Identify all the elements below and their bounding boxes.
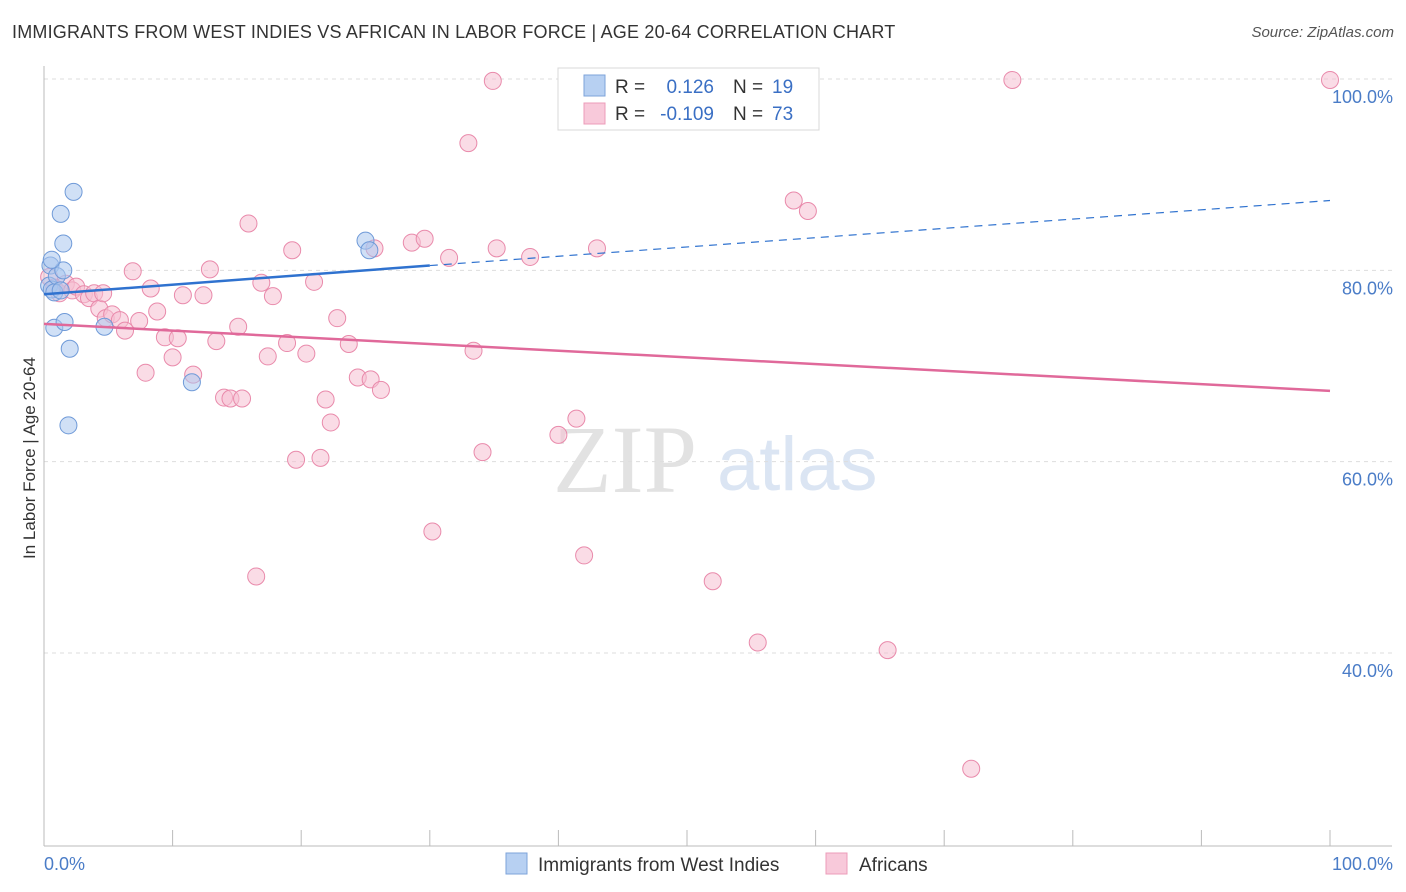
trend-lines — [43, 199, 1331, 393]
point-africans-64 — [748, 633, 767, 652]
watermark-atlas: atlas — [717, 422, 878, 507]
legend-r-value-west-indies: 0.126 — [666, 77, 714, 98]
point-africans-30 — [233, 389, 252, 408]
point-west-indies-5 — [51, 281, 70, 300]
point-west-indies-13 — [54, 234, 73, 253]
point-africans-34 — [258, 347, 277, 366]
point-west-indies-8 — [55, 312, 74, 331]
point-west-indies-10 — [59, 416, 78, 435]
point-africans-22 — [173, 286, 192, 305]
trend-line-africans — [43, 322, 1331, 393]
trend-line-west-indies-extension — [429, 199, 1331, 267]
bottom-legend-swatch-west-indies — [505, 852, 528, 875]
point-africans-58 — [521, 247, 540, 266]
point-africans-71 — [483, 71, 502, 90]
point-africans-42 — [316, 390, 335, 409]
point-africans-16 — [136, 363, 155, 382]
y-tick-labels: 40.0% 60.0% 80.0% 100.0% — [1332, 87, 1393, 681]
point-africans-35 — [263, 287, 282, 306]
legend-n-value-africans: 73 — [772, 104, 793, 125]
x-tick-label-min: 0.0% — [44, 854, 85, 874]
stats-legend: R = 0.126 N = 19 R = -0.109 N = 73 — [557, 67, 820, 131]
point-west-indies-11 — [64, 182, 83, 201]
x-tick-marks — [172, 830, 1331, 846]
legend-r-label-2: R = — [615, 104, 645, 125]
legend-n-label-2: N = — [733, 104, 763, 125]
point-west-indies-18 — [360, 241, 379, 260]
point-africans-68 — [962, 759, 981, 778]
point-africans-61 — [575, 546, 594, 565]
legend-swatch-west-indies — [583, 74, 606, 97]
point-africans-45 — [339, 334, 358, 353]
point-africans-18 — [148, 302, 167, 321]
legend-swatch-africans — [583, 102, 606, 125]
gridlines — [44, 78, 1392, 654]
legend-r-value-africans: -0.109 — [660, 104, 714, 125]
point-africans-31 — [239, 214, 258, 233]
trend-line-west-indies — [43, 264, 430, 296]
point-africans-63 — [703, 572, 722, 591]
point-africans-56 — [473, 443, 492, 462]
point-africans-13 — [116, 321, 135, 340]
watermark: ZIP atlas — [553, 406, 878, 513]
point-africans-65 — [784, 191, 803, 210]
bottom-legend-swatch-africans — [825, 852, 848, 875]
point-africans-38 — [287, 450, 306, 469]
bottom-legend-label-west-indies: Immigrants from West Indies — [538, 855, 779, 876]
point-west-indies-9 — [60, 339, 79, 358]
point-africans-43 — [321, 413, 340, 432]
point-africans-20 — [163, 348, 182, 367]
point-africans-29 — [229, 317, 248, 336]
point-africans-52 — [423, 522, 442, 541]
data-points — [40, 70, 1339, 778]
point-africans-39 — [297, 344, 316, 363]
point-africans-69 — [1003, 70, 1022, 89]
chart-title: IMMIGRANTS FROM WEST INDIES VS AFRICAN I… — [12, 22, 896, 42]
y-tick-label-40: 40.0% — [1342, 661, 1393, 681]
point-africans-41 — [311, 448, 330, 467]
point-africans-15 — [130, 312, 149, 331]
point-africans-57 — [487, 239, 506, 258]
point-west-indies-12 — [51, 204, 70, 223]
point-africans-14 — [123, 262, 142, 281]
x-tick-label-max: 100.0% — [1332, 854, 1393, 874]
point-africans-53 — [440, 248, 459, 267]
source-label: Source: ZipAtlas.com — [1251, 24, 1394, 41]
bottom-legend-label-africans: Africans — [859, 855, 928, 876]
point-africans-54 — [459, 134, 478, 153]
point-africans-17 — [141, 279, 160, 298]
point-africans-67 — [878, 641, 897, 660]
point-africans-40 — [305, 272, 324, 291]
point-africans-70 — [1321, 70, 1339, 89]
y-axis-title: In Labor Force | Age 20-64 — [20, 357, 39, 559]
legend-n-value-west-indies: 19 — [772, 77, 793, 98]
point-west-indies-6 — [54, 261, 73, 280]
point-africans-44 — [328, 309, 347, 328]
series-legend: Immigrants from West Indies Africans — [505, 852, 928, 876]
point-africans-72 — [94, 284, 113, 303]
y-tick-label-60: 60.0% — [1342, 470, 1393, 490]
point-africans-32 — [247, 567, 266, 586]
point-africans-49 — [371, 380, 390, 399]
point-africans-37 — [283, 241, 302, 260]
point-africans-36 — [278, 334, 297, 353]
point-africans-26 — [207, 332, 226, 351]
legend-r-label-1: R = — [615, 77, 645, 98]
point-africans-66 — [798, 202, 817, 221]
y-tick-label-100: 100.0% — [1332, 87, 1393, 107]
point-africans-24 — [194, 286, 213, 305]
point-africans-25 — [200, 260, 219, 279]
point-west-indies-14 — [42, 250, 61, 269]
y-tick-label-80: 80.0% — [1342, 278, 1393, 298]
point-africans-51 — [415, 229, 434, 248]
point-africans-60 — [567, 409, 586, 428]
point-west-indies-16 — [182, 373, 201, 392]
legend-n-label-1: N = — [733, 77, 763, 98]
point-africans-59 — [549, 425, 568, 444]
